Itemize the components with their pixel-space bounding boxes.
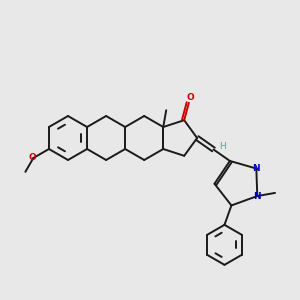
Text: O: O (186, 94, 194, 103)
Text: O: O (28, 154, 36, 163)
Text: H: H (219, 142, 226, 151)
Text: N: N (254, 191, 261, 200)
Text: N: N (253, 164, 260, 173)
